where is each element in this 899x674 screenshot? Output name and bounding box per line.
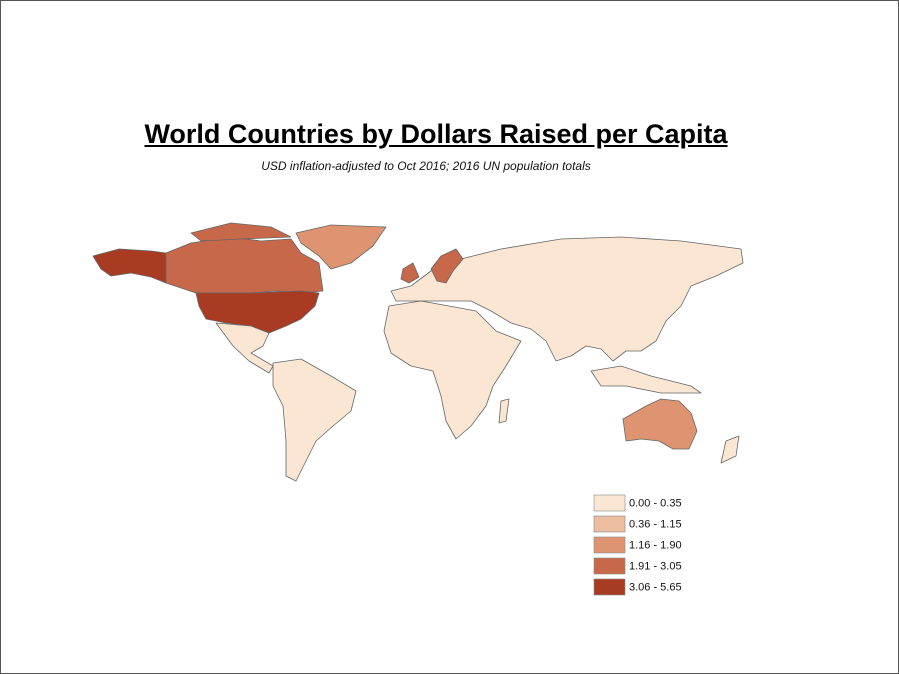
- country: [720, 435, 740, 464]
- map-subtitle: USD inflation-adjusted to Oct 2016; 2016…: [261, 159, 591, 173]
- legend-label: 0.36 - 1.15: [629, 518, 682, 530]
- country: [195, 290, 320, 334]
- country: [622, 398, 698, 450]
- country: [190, 222, 292, 242]
- country: [390, 236, 744, 362]
- country: [383, 300, 522, 440]
- country: [92, 248, 167, 284]
- legend-swatch: [593, 494, 626, 512]
- legend-swatch: [593, 515, 626, 533]
- map-title: World Countries by Dollars Raised per Ca…: [144, 119, 728, 149]
- country: [272, 358, 357, 482]
- legend-label: 1.16 - 1.90: [629, 539, 682, 551]
- legend-label: 3.06 - 5.65: [629, 581, 682, 593]
- country: [295, 224, 387, 270]
- legend-swatch: [593, 557, 626, 575]
- legend-swatch: [593, 536, 626, 554]
- country: [430, 248, 464, 284]
- country: [498, 398, 510, 424]
- legend-swatch: [593, 578, 626, 596]
- country: [590, 365, 702, 394]
- country: [400, 262, 420, 284]
- legend-label: 1.91 - 3.05: [629, 560, 682, 572]
- legend-label: 0.00 - 0.35: [629, 497, 682, 509]
- country: [165, 236, 324, 294]
- country: [215, 322, 274, 374]
